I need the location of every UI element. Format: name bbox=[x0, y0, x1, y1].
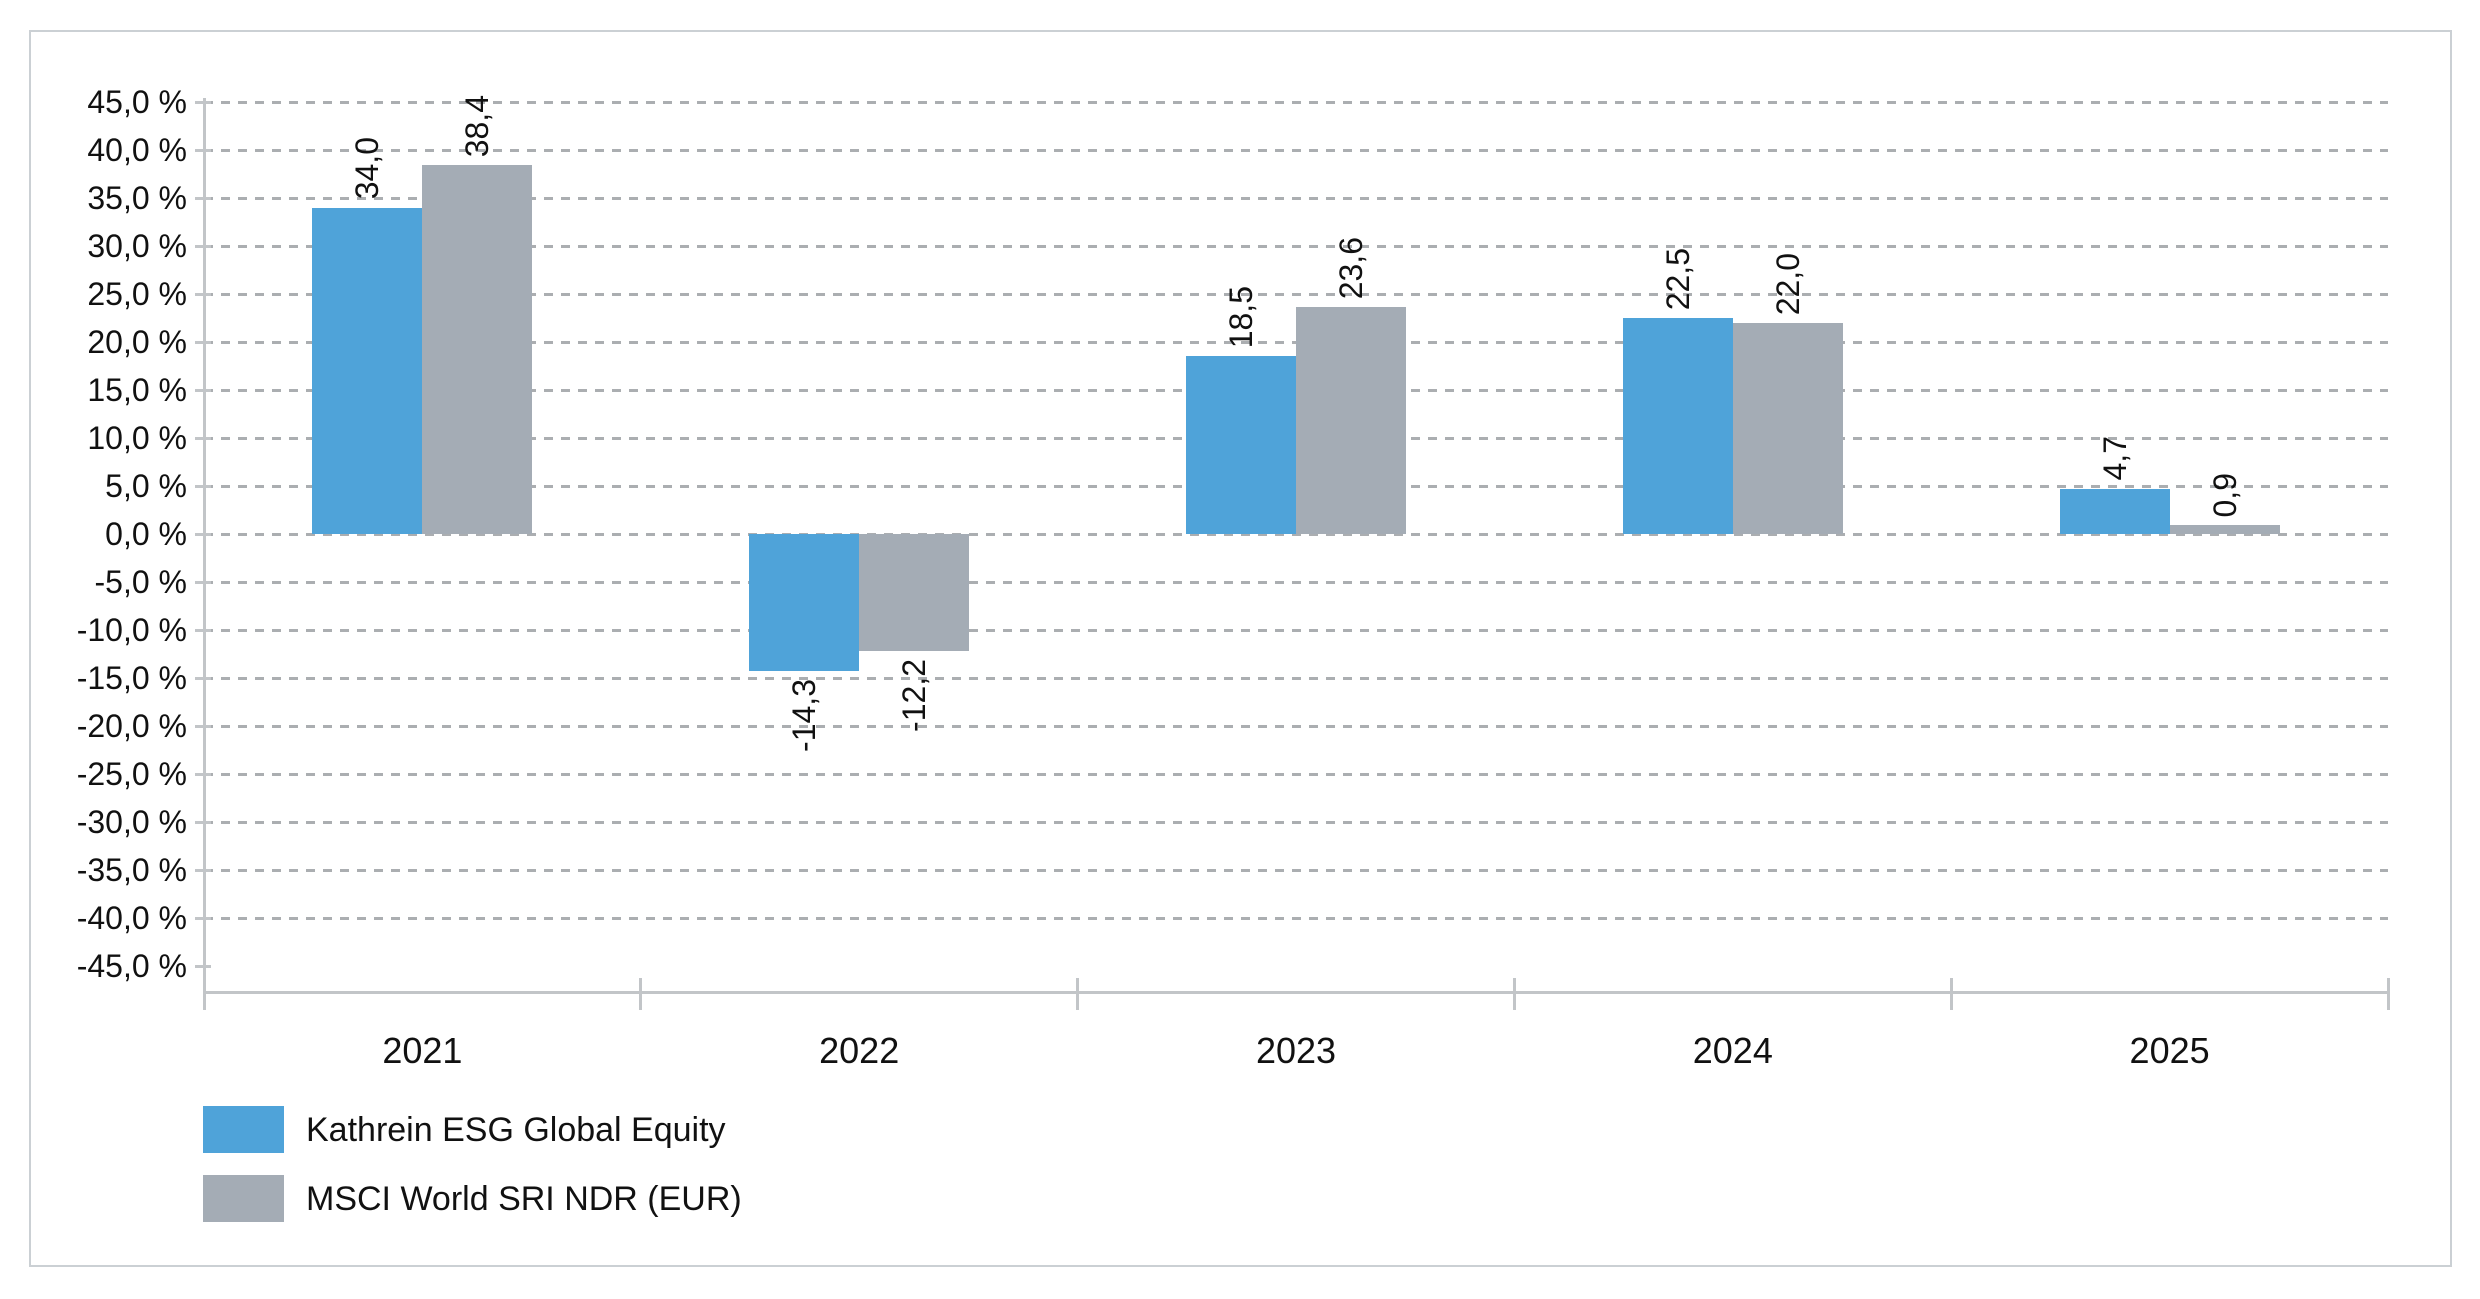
y-axis-tick-label: 5,0 % bbox=[105, 468, 187, 504]
x-axis-tick bbox=[202, 978, 206, 1010]
y-axis-tick bbox=[195, 484, 211, 488]
y-axis-tick-label: 0,0 % bbox=[105, 516, 187, 552]
gridline bbox=[204, 916, 2388, 920]
gridline bbox=[204, 148, 2388, 152]
bar-msci-2022 bbox=[859, 534, 970, 652]
bar-kathrein-2023 bbox=[1186, 356, 1296, 534]
gridline bbox=[204, 580, 2388, 584]
y-axis-tick-label: 20,0 % bbox=[87, 324, 187, 360]
bar-value-label: 34,0 bbox=[349, 137, 386, 200]
y-axis-tick-label: -25,0 % bbox=[76, 756, 187, 792]
y-axis-tick bbox=[195, 916, 211, 920]
y-axis-tick bbox=[195, 868, 211, 872]
x-category-label: 2024 bbox=[1692, 1030, 1773, 1071]
legend-swatch-msci bbox=[203, 1175, 284, 1222]
y-axis-tick bbox=[195, 196, 211, 200]
bar-value-label: -14,3 bbox=[786, 679, 823, 753]
y-axis-tick bbox=[195, 340, 211, 344]
gridline bbox=[204, 724, 2388, 728]
x-axis-tick bbox=[1949, 978, 1953, 1010]
y-axis-tick bbox=[195, 964, 211, 968]
y-axis-tick-label: -35,0 % bbox=[76, 852, 187, 888]
y-axis-tick-label: 25,0 % bbox=[87, 276, 187, 312]
bar-value-label: -12,2 bbox=[896, 659, 933, 733]
y-axis-tick-label: -10,0 % bbox=[76, 612, 187, 648]
bar-value-label: 22,5 bbox=[1659, 247, 1696, 310]
bar-msci-2023 bbox=[1296, 307, 1406, 534]
gridline bbox=[204, 100, 2388, 104]
x-axis-tick bbox=[1512, 978, 1516, 1010]
legend-item-kathrein: Kathrein ESG Global Equity bbox=[203, 1106, 726, 1153]
bar-kathrein-2022 bbox=[749, 534, 860, 672]
y-axis-tick bbox=[195, 388, 211, 392]
y-axis-tick bbox=[195, 772, 211, 776]
gridline bbox=[204, 196, 2388, 200]
y-axis-tick-label: 30,0 % bbox=[87, 228, 187, 264]
x-category-label: 2022 bbox=[819, 1030, 900, 1071]
legend-label-kathrein: Kathrein ESG Global Equity bbox=[306, 1110, 726, 1149]
bar-kathrein-2025 bbox=[2059, 488, 2170, 534]
y-axis-tick bbox=[195, 148, 211, 152]
gridline bbox=[204, 532, 2388, 536]
y-axis-tick-label: 40,0 % bbox=[87, 132, 187, 168]
y-axis-tick bbox=[195, 100, 211, 104]
x-axis-tick bbox=[639, 978, 643, 1010]
x-category-label: 2023 bbox=[1255, 1030, 1337, 1071]
plot-area: 45,0 % 40,0 % 35,0 % 30,0 % 25,0 % 20,0 % 15,0… bbox=[77, 84, 2390, 1069]
y-axis-tick-label: -45,0 % bbox=[76, 948, 187, 984]
legend-label-msci: MSCI World SRI NDR (EUR) bbox=[306, 1179, 742, 1218]
y-axis-tick-label: -40,0 % bbox=[76, 900, 187, 936]
y-axis-tick bbox=[195, 436, 211, 440]
x-axis-tick bbox=[2386, 978, 2390, 1010]
y-axis-tick-label: 35,0 % bbox=[87, 180, 187, 216]
y-axis-tick bbox=[195, 724, 211, 728]
gridline bbox=[204, 628, 2388, 632]
bar-msci-2024 bbox=[1732, 322, 1843, 534]
y-axis-tick bbox=[195, 580, 211, 584]
y-axis-tick-label: -30,0 % bbox=[76, 804, 187, 840]
y-axis-tick-label: 45,0 % bbox=[87, 84, 187, 120]
y-axis-tick-label: 15,0 % bbox=[87, 372, 187, 408]
legend-item-msci: MSCI World SRI NDR (EUR) bbox=[203, 1175, 742, 1222]
x-category-label: 2021 bbox=[382, 1030, 463, 1071]
y-axis-tick-label: -20,0 % bbox=[76, 708, 187, 744]
bar-value-label: 4,7 bbox=[2096, 436, 2133, 481]
y-axis-line bbox=[203, 98, 206, 1009]
y-axis-tick bbox=[195, 628, 211, 632]
legend-swatch-kathrein bbox=[203, 1106, 284, 1153]
bar-value-label: 23,6 bbox=[1333, 237, 1369, 300]
bar-value-label: 0,9 bbox=[2206, 472, 2243, 518]
bar-kathrein-2024 bbox=[1622, 318, 1733, 534]
y-axis-tick bbox=[195, 244, 211, 248]
y-axis-tick bbox=[195, 676, 211, 680]
x-category-label: 2025 bbox=[2129, 1030, 2210, 1071]
y-axis-tick-label: -5,0 % bbox=[94, 564, 187, 600]
gridline bbox=[204, 820, 2388, 824]
gridline bbox=[204, 244, 2388, 248]
y-axis-tick-label: -15,0 % bbox=[76, 660, 187, 696]
gridline bbox=[204, 868, 2388, 872]
bar-value-label: 22,0 bbox=[1769, 252, 1806, 315]
bar-kathrein-2021 bbox=[312, 207, 423, 534]
y-axis-tick-label: 10,0 % bbox=[87, 420, 187, 456]
x-axis-line bbox=[204, 991, 2388, 994]
bar-value-label: 18,5 bbox=[1223, 286, 1259, 349]
y-axis-tick bbox=[195, 820, 211, 824]
gridline bbox=[204, 292, 2388, 296]
x-axis-tick bbox=[1076, 978, 1080, 1010]
y-axis-tick bbox=[195, 292, 211, 296]
bar-msci-2021 bbox=[422, 165, 533, 534]
bar-value-label: 38,4 bbox=[459, 95, 496, 158]
y-axis-tick bbox=[195, 532, 211, 536]
gridline bbox=[204, 676, 2388, 680]
bar-msci-2025 bbox=[2169, 525, 2280, 534]
gridline bbox=[204, 772, 2388, 776]
